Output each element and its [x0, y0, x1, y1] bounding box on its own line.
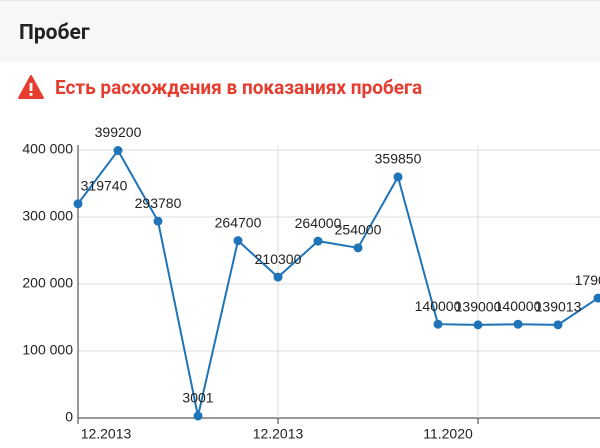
- y-tick-label: 400 000: [22, 141, 73, 157]
- x-tick-label: 12.2013: [81, 426, 132, 442]
- point: [393, 172, 403, 182]
- data-label: 264700: [215, 214, 262, 230]
- line: [77, 148, 599, 417]
- point: [113, 146, 123, 156]
- y-tick-label: 200 000: [22, 275, 73, 291]
- warning-row: Есть расхождения в показаниях пробега: [0, 62, 600, 114]
- data-label: 179000: [575, 272, 600, 288]
- warning-icon: [18, 75, 44, 99]
- header: Пробег: [0, 0, 600, 63]
- data-label: 319740: [81, 177, 128, 193]
- point: [473, 320, 483, 330]
- title: Пробег: [19, 21, 90, 45]
- data-label: 293780: [135, 195, 182, 211]
- point: [353, 243, 363, 253]
- point: [73, 199, 83, 209]
- y-tick-label: 300 000: [22, 208, 73, 224]
- y-tick-label: 100 000: [22, 342, 73, 358]
- point: [513, 319, 523, 329]
- point: [153, 216, 163, 226]
- data-label: 399200: [95, 124, 142, 140]
- point: [433, 319, 443, 329]
- x-tick-label: 11.2020: [423, 426, 473, 442]
- point: [553, 320, 563, 330]
- x-tick-label: 12.2013: [253, 426, 304, 442]
- data-label: 359850: [375, 151, 422, 167]
- point: [193, 411, 203, 421]
- point: [313, 236, 323, 246]
- data-label: 140000: [415, 298, 462, 314]
- data-label: 210300: [255, 251, 302, 267]
- y-tick-label: 0: [65, 409, 73, 425]
- data-label: 140000: [495, 298, 542, 314]
- data-label: 264000: [295, 215, 342, 231]
- data-label: 139000: [455, 299, 502, 315]
- data-label: 254000: [335, 222, 382, 238]
- point: [593, 293, 600, 303]
- warning-text: Есть расхождения в показаниях пробега: [55, 76, 423, 99]
- point: [233, 236, 243, 246]
- point: [273, 272, 283, 282]
- data-label: 3001: [182, 390, 213, 406]
- data-label: 139013: [535, 299, 582, 315]
